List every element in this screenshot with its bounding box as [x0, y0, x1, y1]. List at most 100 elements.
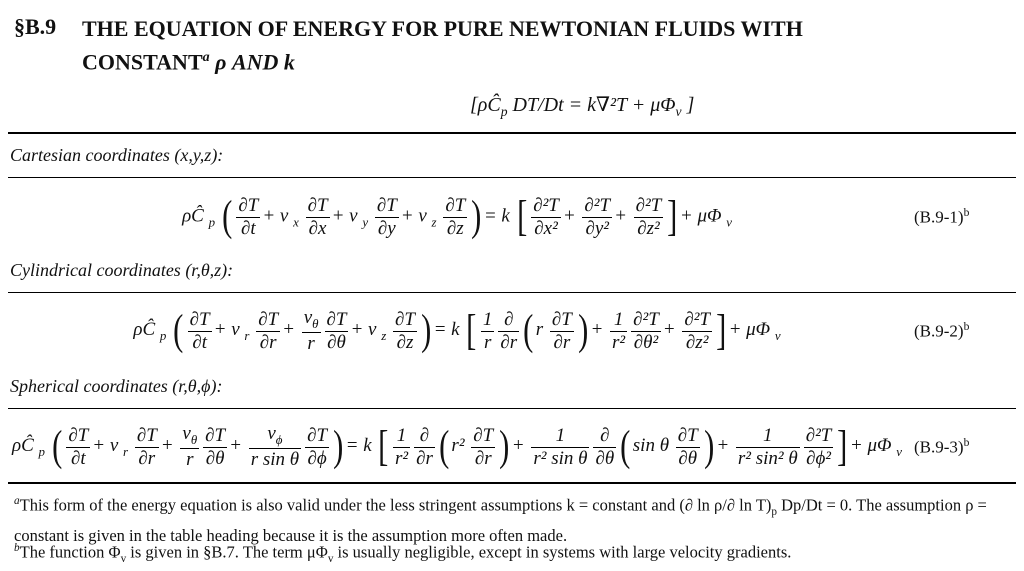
denominator: ∂x — [308, 217, 327, 239]
math-text: is given in §B.7. The term μΦ — [130, 542, 328, 562]
math-text: + v — [331, 205, 358, 227]
equation-number: (B.9-2)b — [914, 320, 1024, 342]
math-text: + — [662, 319, 676, 341]
title-text: CONSTANT — [82, 49, 203, 75]
section-label: Cartesian coordinates (x,y,z): — [10, 145, 224, 165]
equation-number-text: (B.9-1) — [914, 207, 964, 227]
numerator-text: ∂T — [445, 194, 466, 216]
bracket: ( — [51, 422, 63, 471]
numerator-text: ∂²T — [533, 194, 559, 216]
numerator-text: 1 — [396, 424, 407, 446]
denominator: ∂ϕ — [307, 447, 327, 469]
denominator: ∂x² — [534, 217, 558, 239]
denominator: ∂r — [500, 331, 518, 353]
bracket: ) — [578, 306, 589, 355]
numerator: ∂T — [324, 309, 349, 332]
footnote-marker: b — [14, 542, 20, 554]
numerator: 1 — [480, 309, 495, 332]
footnote-marker: b — [963, 320, 970, 334]
fraction: ∂²T ∂z² — [682, 309, 712, 354]
bracket: ( — [439, 422, 450, 471]
math-text: ρĈ — [133, 319, 156, 341]
bracket: ] — [667, 192, 678, 241]
subscript: ϕ — [275, 432, 283, 448]
bracket: ( — [523, 306, 534, 355]
math-text: + — [229, 435, 242, 457]
numerator: ∂T — [443, 194, 468, 218]
summary-equation: [ρĈp DT/Dt = k∇²T + μΦv ] — [470, 92, 694, 120]
math-text: DT/Dt = k∇²T + μΦ — [512, 94, 676, 116]
numerator: vθ — [180, 423, 200, 449]
subscript: p — [771, 505, 777, 518]
numerator-text: ∂T — [68, 424, 89, 446]
bracket: ( — [221, 192, 233, 241]
bracket: ] — [716, 306, 727, 355]
subscript: v — [327, 552, 334, 565]
denominator: ∂θ — [327, 331, 346, 353]
numerator: ∂ — [414, 425, 435, 448]
denominator: ∂r — [416, 447, 433, 469]
denominator: ∂t — [241, 217, 256, 239]
equation-number: (B.9-1)b — [914, 206, 1024, 228]
math-text: [ρĈ — [470, 94, 501, 116]
rule — [8, 292, 1016, 293]
fraction: vθ r — [180, 423, 200, 471]
bracket: [ — [466, 306, 477, 355]
bracket: ( — [620, 422, 631, 471]
math-text: Dp/Dt = 0. The assumption ρ = constant i… — [14, 495, 987, 545]
fraction: ∂T ∂y — [374, 195, 399, 240]
numerator-text: ∂ — [600, 424, 610, 446]
subscript: y — [362, 214, 369, 230]
bracket: ) — [421, 306, 432, 355]
math-text: + μΦ — [679, 205, 722, 227]
math-text: is usually negligible, except in systems… — [337, 542, 792, 562]
bracket: ) — [471, 192, 482, 241]
denominator: r — [186, 448, 194, 470]
numerator-text: ∂ — [419, 424, 430, 446]
equation-number-text: (B.9-3) — [914, 437, 964, 457]
math-text: + v — [92, 435, 119, 457]
math-text: + — [511, 435, 525, 457]
denominator: ∂θ — [205, 447, 225, 469]
fraction: ∂²T ∂x² — [531, 195, 561, 240]
numerator-text: ∂T — [307, 424, 328, 446]
fraction: ∂²T ∂θ² — [631, 309, 661, 354]
section-label: Cylindrical coordinates (r,θ,z): — [10, 260, 234, 280]
fraction: ∂T ∂θ — [324, 309, 349, 354]
numerator-text: 1 — [613, 308, 624, 330]
denominator: ∂t — [192, 331, 207, 353]
numerator-text: ∂²T — [805, 424, 832, 446]
subscript: θ — [190, 432, 198, 448]
title-line: CONSTANTa ρ AND k — [82, 43, 803, 76]
fraction: ∂T ∂ϕ — [305, 424, 330, 470]
numerator: ∂T — [305, 195, 330, 218]
math-text: + v — [400, 205, 427, 227]
denominator: ∂z² — [685, 331, 709, 353]
denominator: ∂ϕ² — [806, 447, 831, 469]
denominator: ∂θ — [678, 447, 698, 469]
numerator: ∂T — [66, 424, 91, 448]
fraction: vϕ r sin θ — [248, 423, 302, 471]
bracket: [ — [516, 192, 528, 241]
numerator: vϕ — [248, 423, 302, 449]
footnote: aThis form of the energy equation is als… — [14, 490, 1014, 547]
numerator: vθ — [301, 307, 321, 333]
math-text: + μΦ — [728, 319, 771, 341]
equation-number: (B.9-3)b — [914, 436, 1024, 458]
fraction: ∂T ∂t — [187, 309, 212, 354]
denominator: r sin θ — [250, 448, 300, 470]
subscript: p — [159, 328, 167, 344]
subscript: z — [381, 328, 387, 344]
section-number: §B.9 — [14, 14, 57, 39]
equation: ρĈ p (∂T ∂t + v r ∂T ∂r + vθ r ∂T ∂θ + vϕ r sin θ… — [0, 423, 914, 471]
bracket: ) — [333, 422, 344, 471]
math-text: + — [562, 205, 576, 227]
denominator: ∂y — [377, 217, 396, 239]
footnote-marker: b — [963, 206, 970, 220]
fraction: ∂²T ∂z² — [633, 195, 664, 240]
denominator: r — [307, 332, 315, 354]
title-line: THE EQUATION OF ENERGY FOR PURE NEWTONIA… — [82, 16, 803, 41]
math-text: + μΦ — [849, 435, 892, 457]
numerator-text: v — [267, 423, 276, 445]
